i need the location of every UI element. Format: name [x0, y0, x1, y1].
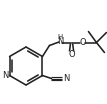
- Text: O: O: [80, 38, 86, 47]
- Text: N: N: [57, 38, 63, 46]
- Text: N: N: [63, 74, 70, 83]
- Text: H: H: [57, 34, 63, 40]
- Text: N: N: [2, 71, 8, 80]
- Text: O: O: [68, 50, 75, 59]
